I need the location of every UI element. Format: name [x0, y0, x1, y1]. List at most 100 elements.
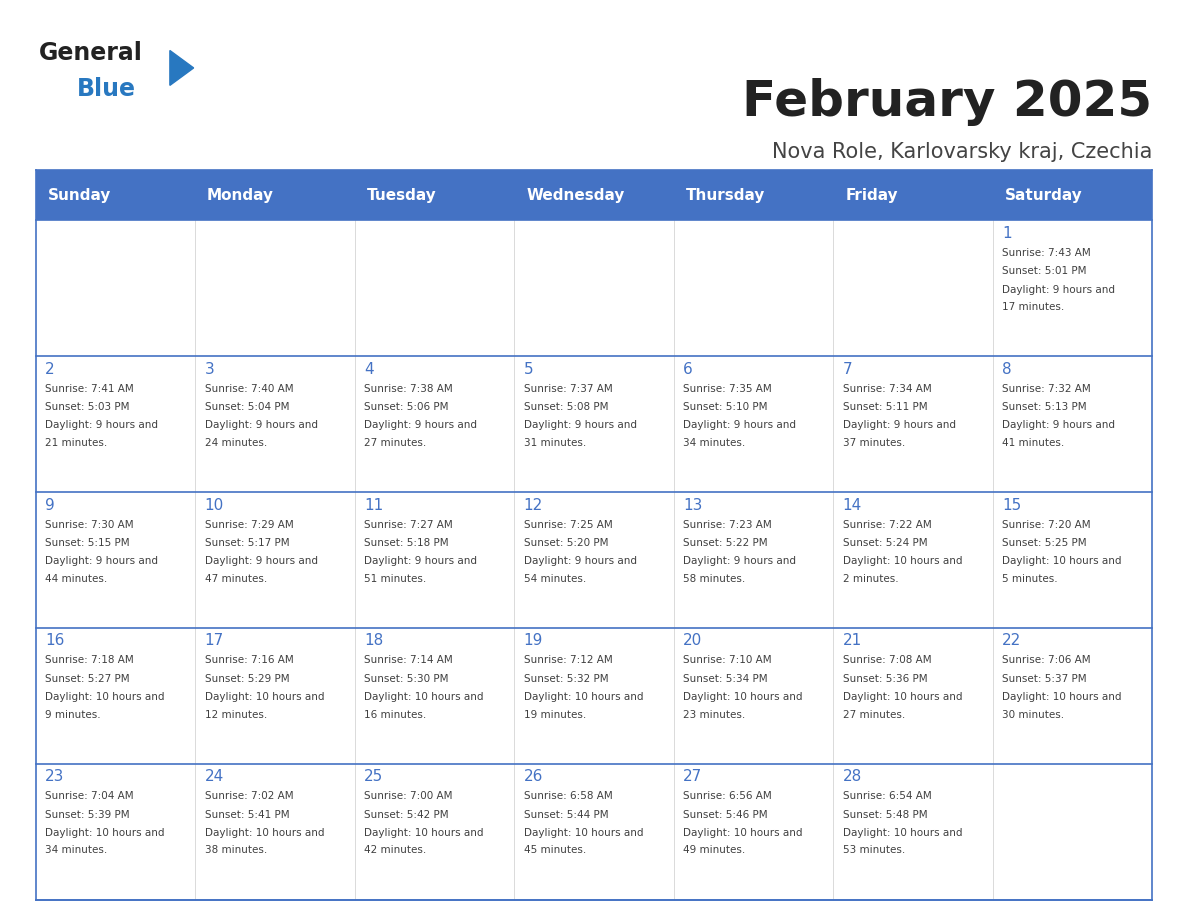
Text: 34 minutes.: 34 minutes. [45, 845, 107, 856]
FancyBboxPatch shape [514, 220, 674, 356]
Text: Daylight: 10 hours and: Daylight: 10 hours and [1003, 692, 1121, 702]
Text: Daylight: 9 hours and: Daylight: 9 hours and [524, 420, 637, 431]
Text: 20: 20 [683, 633, 702, 648]
Text: Sunset: 5:36 PM: Sunset: 5:36 PM [842, 674, 928, 684]
Text: 45 minutes.: 45 minutes. [524, 845, 586, 856]
Text: Sunset: 5:44 PM: Sunset: 5:44 PM [524, 810, 608, 820]
FancyBboxPatch shape [674, 492, 833, 628]
Text: Blue: Blue [77, 77, 137, 101]
FancyBboxPatch shape [514, 356, 674, 492]
Text: 44 minutes.: 44 minutes. [45, 574, 107, 584]
FancyBboxPatch shape [36, 170, 195, 220]
Text: Sunrise: 7:10 AM: Sunrise: 7:10 AM [683, 655, 772, 666]
FancyBboxPatch shape [514, 170, 674, 220]
Text: 37 minutes.: 37 minutes. [842, 438, 905, 448]
Text: Sunset: 5:15 PM: Sunset: 5:15 PM [45, 538, 129, 548]
FancyBboxPatch shape [674, 220, 833, 356]
Text: Sunset: 5:11 PM: Sunset: 5:11 PM [842, 402, 928, 412]
Text: Daylight: 10 hours and: Daylight: 10 hours and [45, 828, 165, 838]
Text: Sunrise: 7:06 AM: Sunrise: 7:06 AM [1003, 655, 1091, 666]
Text: Daylight: 10 hours and: Daylight: 10 hours and [842, 692, 962, 702]
FancyBboxPatch shape [195, 220, 355, 356]
FancyBboxPatch shape [833, 628, 993, 764]
Text: 5 minutes.: 5 minutes. [1003, 574, 1059, 584]
FancyBboxPatch shape [674, 628, 833, 764]
Text: Tuesday: Tuesday [367, 187, 436, 203]
FancyBboxPatch shape [993, 764, 1152, 900]
Text: 11: 11 [365, 498, 384, 512]
FancyBboxPatch shape [355, 356, 514, 492]
Text: Sunset: 5:10 PM: Sunset: 5:10 PM [683, 402, 767, 412]
Text: February 2025: February 2025 [742, 78, 1152, 126]
Text: 49 minutes.: 49 minutes. [683, 845, 746, 856]
Text: Sunrise: 7:08 AM: Sunrise: 7:08 AM [842, 655, 931, 666]
FancyBboxPatch shape [833, 764, 993, 900]
Text: 16: 16 [45, 633, 64, 648]
Text: 1: 1 [1003, 226, 1012, 241]
Text: Sunday: Sunday [48, 187, 110, 203]
Text: Sunset: 5:39 PM: Sunset: 5:39 PM [45, 810, 129, 820]
FancyBboxPatch shape [36, 628, 195, 764]
Text: Sunset: 5:32 PM: Sunset: 5:32 PM [524, 674, 608, 684]
Text: Sunrise: 7:30 AM: Sunrise: 7:30 AM [45, 520, 134, 530]
Text: Daylight: 10 hours and: Daylight: 10 hours and [683, 692, 803, 702]
Text: Daylight: 10 hours and: Daylight: 10 hours and [365, 828, 484, 838]
Text: Daylight: 10 hours and: Daylight: 10 hours and [204, 692, 324, 702]
FancyBboxPatch shape [355, 492, 514, 628]
FancyBboxPatch shape [833, 492, 993, 628]
Text: 2 minutes.: 2 minutes. [842, 574, 898, 584]
Text: Sunrise: 7:04 AM: Sunrise: 7:04 AM [45, 791, 134, 801]
Text: 21: 21 [842, 633, 862, 648]
Text: Sunset: 5:24 PM: Sunset: 5:24 PM [842, 538, 928, 548]
Text: 31 minutes.: 31 minutes. [524, 438, 586, 448]
Text: Daylight: 10 hours and: Daylight: 10 hours and [204, 828, 324, 838]
Text: 17: 17 [204, 633, 223, 648]
Text: Daylight: 9 hours and: Daylight: 9 hours and [1003, 285, 1116, 295]
Text: Sunset: 5:41 PM: Sunset: 5:41 PM [204, 810, 290, 820]
Text: Sunrise: 7:14 AM: Sunrise: 7:14 AM [365, 655, 453, 666]
Text: 30 minutes.: 30 minutes. [1003, 710, 1064, 720]
FancyBboxPatch shape [993, 170, 1152, 220]
Text: Sunrise: 7:35 AM: Sunrise: 7:35 AM [683, 384, 772, 394]
Text: Thursday: Thursday [685, 187, 765, 203]
Text: Sunset: 5:08 PM: Sunset: 5:08 PM [524, 402, 608, 412]
FancyBboxPatch shape [514, 492, 674, 628]
Text: Daylight: 10 hours and: Daylight: 10 hours and [683, 828, 803, 838]
FancyBboxPatch shape [36, 764, 195, 900]
FancyBboxPatch shape [355, 220, 514, 356]
Text: Sunset: 5:29 PM: Sunset: 5:29 PM [204, 674, 290, 684]
Text: General: General [39, 41, 143, 65]
Text: 58 minutes.: 58 minutes. [683, 574, 746, 584]
Text: Sunrise: 7:29 AM: Sunrise: 7:29 AM [204, 520, 293, 530]
Text: Sunrise: 6:58 AM: Sunrise: 6:58 AM [524, 791, 613, 801]
FancyBboxPatch shape [514, 628, 674, 764]
FancyBboxPatch shape [993, 220, 1152, 356]
Text: 9 minutes.: 9 minutes. [45, 710, 101, 720]
Text: 4: 4 [365, 362, 374, 376]
Text: 16 minutes.: 16 minutes. [365, 710, 426, 720]
Text: Daylight: 9 hours and: Daylight: 9 hours and [204, 420, 317, 431]
Text: Daylight: 9 hours and: Daylight: 9 hours and [365, 556, 478, 566]
FancyBboxPatch shape [833, 356, 993, 492]
Text: Sunset: 5:04 PM: Sunset: 5:04 PM [204, 402, 289, 412]
Text: Daylight: 9 hours and: Daylight: 9 hours and [45, 420, 158, 431]
Text: Daylight: 9 hours and: Daylight: 9 hours and [842, 420, 956, 431]
FancyBboxPatch shape [195, 764, 355, 900]
Text: Daylight: 9 hours and: Daylight: 9 hours and [204, 556, 317, 566]
FancyBboxPatch shape [355, 170, 514, 220]
Text: 14: 14 [842, 498, 862, 512]
Text: Sunset: 5:03 PM: Sunset: 5:03 PM [45, 402, 129, 412]
FancyBboxPatch shape [195, 628, 355, 764]
FancyBboxPatch shape [36, 492, 195, 628]
Text: Sunrise: 7:02 AM: Sunrise: 7:02 AM [204, 791, 293, 801]
Text: Sunset: 5:20 PM: Sunset: 5:20 PM [524, 538, 608, 548]
Text: Sunset: 5:25 PM: Sunset: 5:25 PM [1003, 538, 1087, 548]
FancyBboxPatch shape [195, 356, 355, 492]
FancyBboxPatch shape [355, 764, 514, 900]
Text: Sunrise: 6:56 AM: Sunrise: 6:56 AM [683, 791, 772, 801]
Text: Sunrise: 7:00 AM: Sunrise: 7:00 AM [365, 791, 453, 801]
Text: Sunset: 5:06 PM: Sunset: 5:06 PM [365, 402, 449, 412]
Text: 7: 7 [842, 362, 853, 376]
Text: Daylight: 9 hours and: Daylight: 9 hours and [45, 556, 158, 566]
Text: 2: 2 [45, 362, 55, 376]
